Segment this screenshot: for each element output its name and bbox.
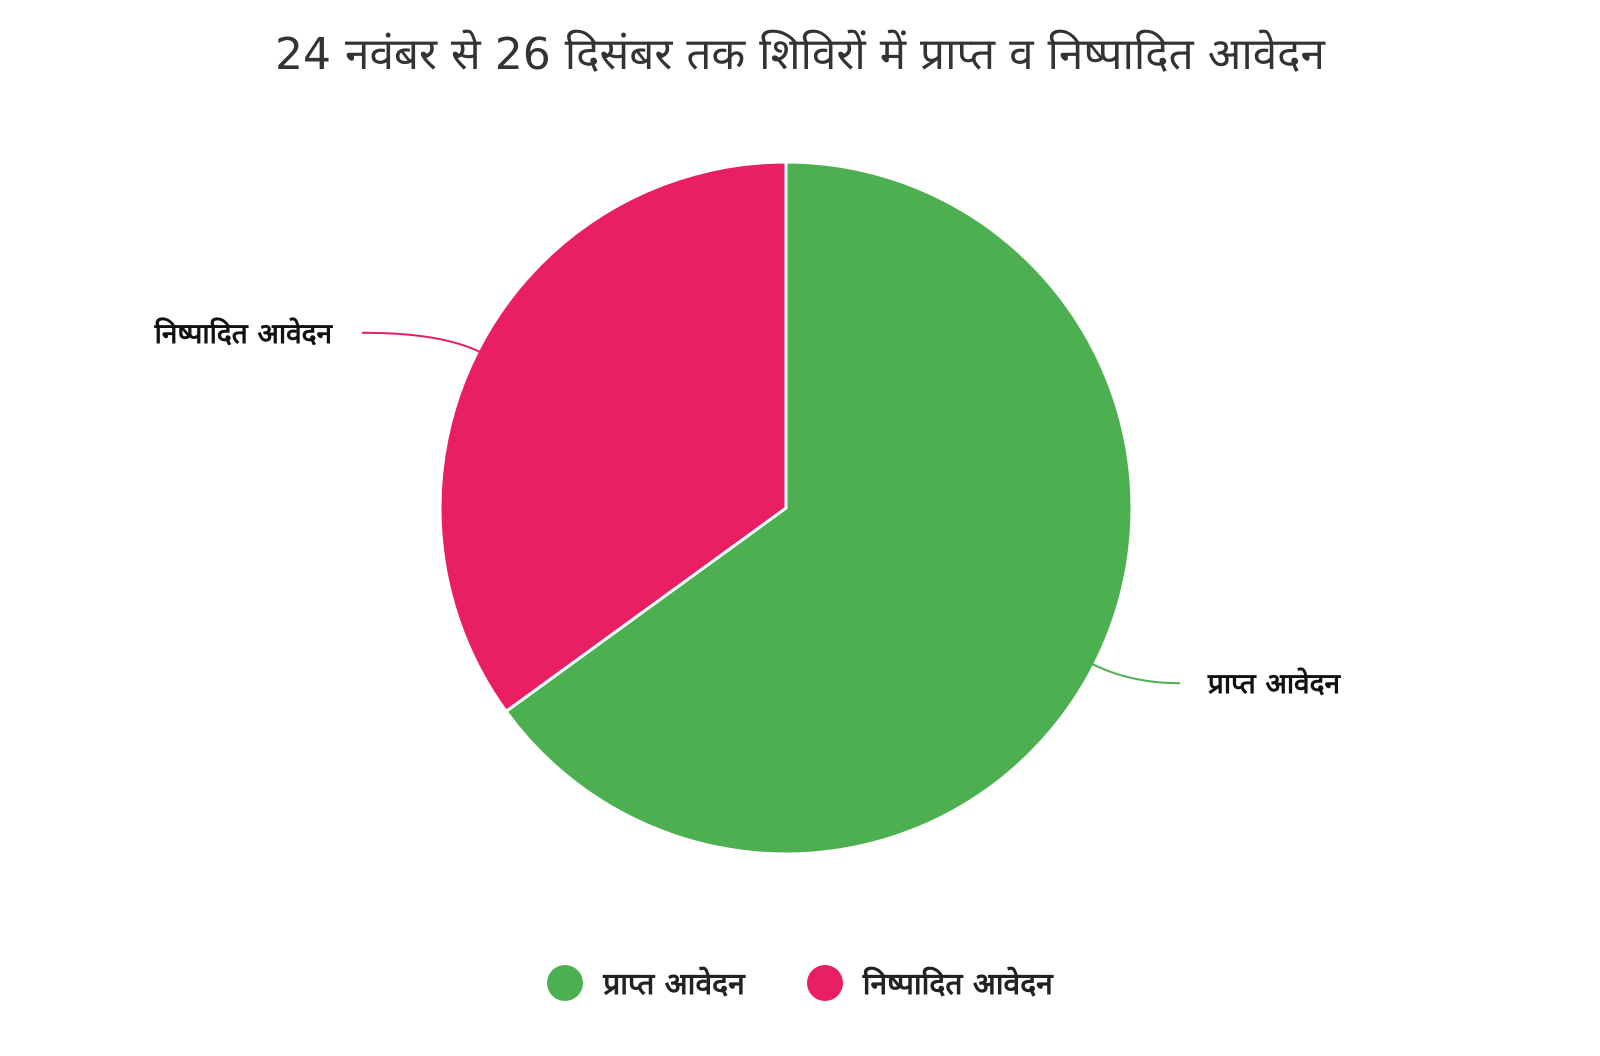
pie-leader-disposed: [362, 331, 482, 354]
legend-swatch-received: [547, 964, 584, 1001]
pie-leader-received: [1090, 662, 1180, 685]
legend-swatch-disposed: [806, 964, 843, 1001]
legend-label-disposed: निष्पादित आवेदन: [862, 967, 1053, 1002]
chart-title: 24 नवंबर से 26 दिसंबर तक शिविरों में प्र…: [275, 29, 1325, 80]
legend-item-disposed[interactable]: निष्पादित आवेदन: [806, 962, 1053, 1003]
legend-label-received: प्राप्त आवेदन: [603, 967, 745, 1002]
pie-label-disposed: निष्पादित आवेदन: [154, 317, 334, 350]
legend-item-received[interactable]: प्राप्त आवेदन: [547, 962, 745, 1003]
chart-legend: प्राप्त आवेदन निष्पादित आवेदन: [0, 962, 1600, 1003]
pie-label-received: प्राप्त आवेदन: [1207, 667, 1342, 700]
